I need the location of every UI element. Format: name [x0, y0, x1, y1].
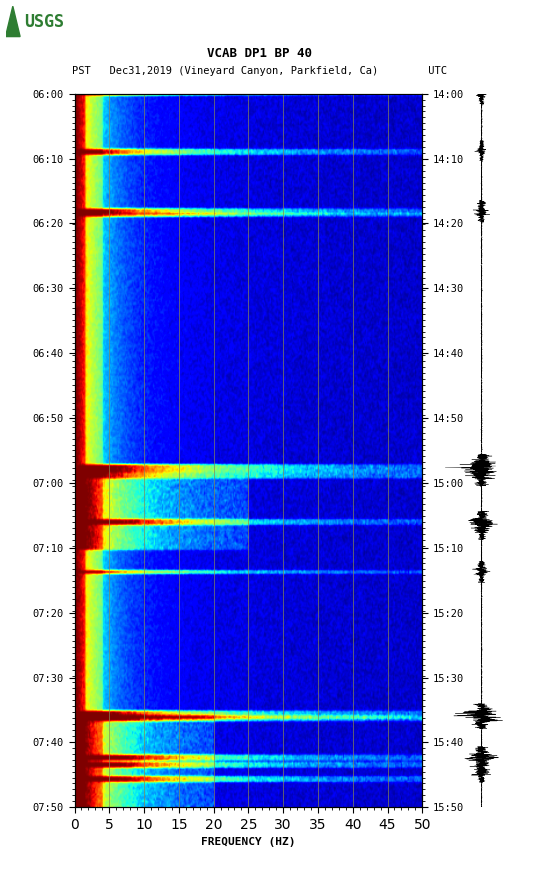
X-axis label: FREQUENCY (HZ): FREQUENCY (HZ) [201, 838, 296, 847]
Polygon shape [6, 6, 20, 37]
Text: USGS: USGS [24, 13, 64, 31]
Text: PST   Dec31,2019 (Vineyard Canyon, Parkfield, Ca)        UTC: PST Dec31,2019 (Vineyard Canyon, Parkfie… [72, 66, 447, 77]
Text: VCAB DP1 BP 40: VCAB DP1 BP 40 [207, 47, 312, 60]
